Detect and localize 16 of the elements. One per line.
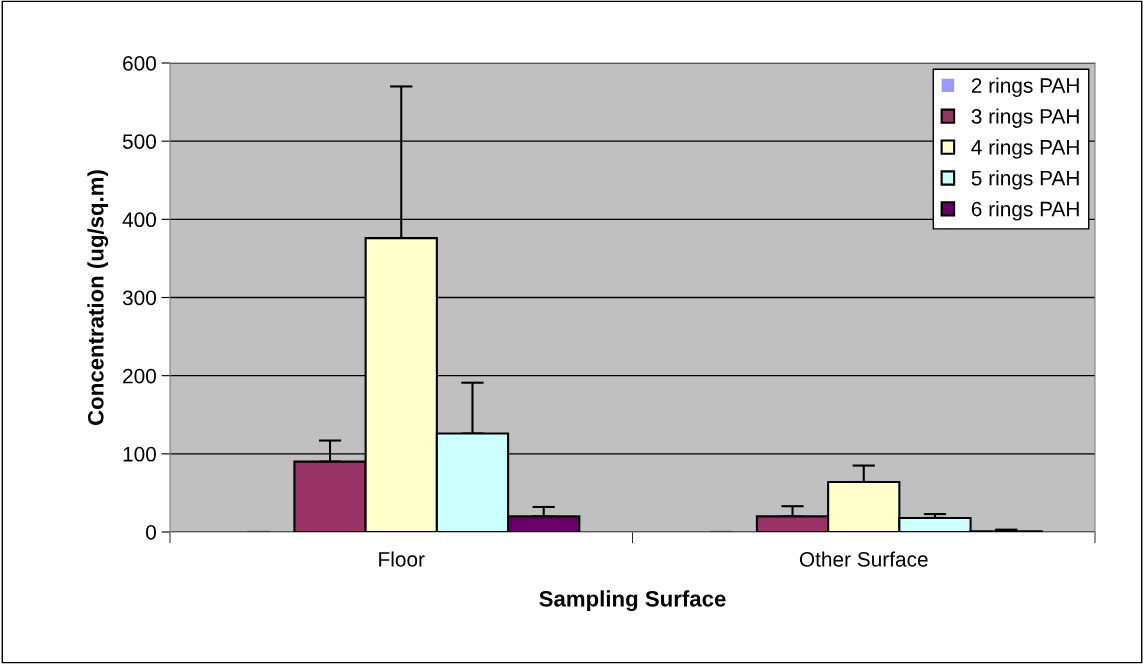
y-tick-label: 500: [122, 134, 156, 149]
legend-label: 2 rings PAH: [971, 77, 1079, 97]
y-tick-label: 600: [123, 56, 156, 71]
x-axis-title: Sampling Surface: [539, 590, 726, 612]
legend-label: 6 rings PAH: [971, 201, 1079, 221]
y-tick-label: 0: [146, 525, 156, 540]
legend-label: 4 rings PAH: [971, 139, 1079, 159]
y-tick-label: 300: [122, 290, 156, 306]
x-tick-label: Other Surface: [799, 551, 928, 567]
legend-label: 5 rings PAH: [971, 170, 1079, 190]
y-tick-label: 100: [123, 446, 156, 462]
x-tick-label: Floor: [379, 551, 425, 567]
y-tick-label: 400: [122, 212, 156, 228]
legend-label: 3 rings PAH: [971, 108, 1079, 128]
y-axis-title: Concentration (ug/sq.m): [87, 170, 109, 425]
y-tick-label: 200: [123, 368, 156, 384]
